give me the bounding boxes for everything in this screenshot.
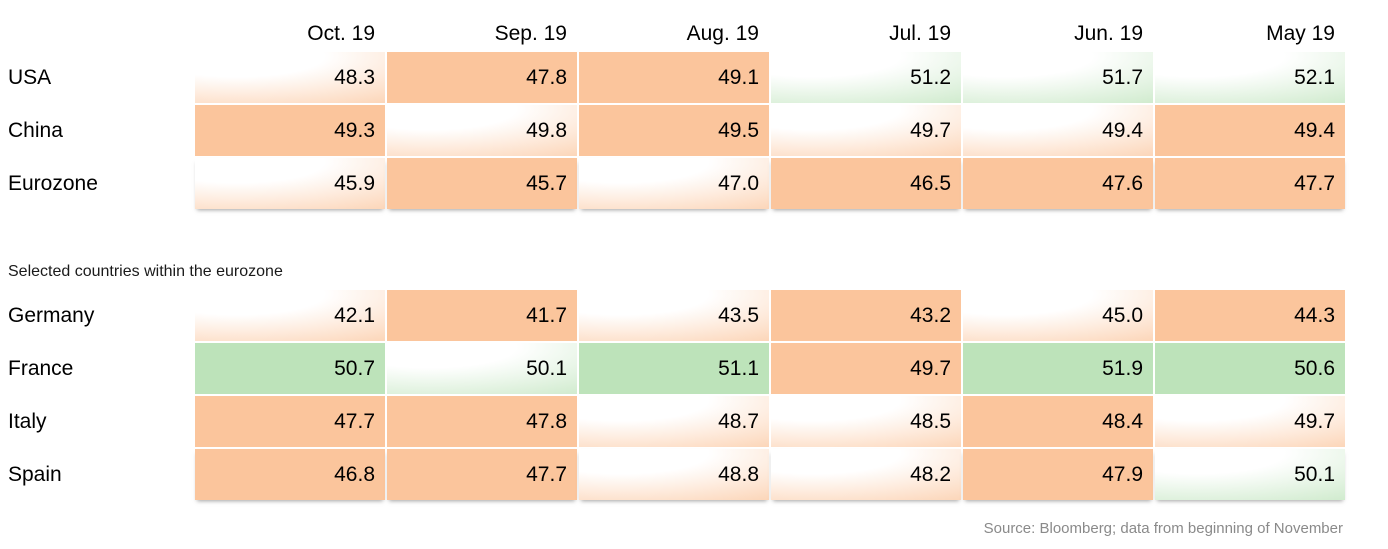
row-label: Germany	[8, 303, 95, 327]
row-label: Spain	[8, 462, 62, 486]
value-cell: 48.4	[963, 396, 1153, 447]
pmi-table-eurozone-countries: Germany 42.1 41.7 43.5 43.2 45.0 44.3 France 50.…	[0, 290, 1388, 500]
column-header-month: Oct. 19	[307, 22, 375, 45]
value-cell: 44.3	[1155, 290, 1345, 341]
value-cell: 46.8	[195, 449, 385, 500]
value-cell: 50.6	[1155, 343, 1345, 394]
value-cell: 51.1	[579, 343, 769, 394]
value-cell: 50.1	[1155, 449, 1345, 500]
value-cell: 47.8	[387, 396, 577, 447]
column-header-month: May 19	[1266, 22, 1335, 45]
value-cell: 48.7	[579, 396, 769, 447]
value-cell: 48.3	[195, 52, 385, 103]
value-cell: 47.0	[579, 158, 769, 209]
value-cell: 49.4	[1155, 105, 1345, 156]
value-cell: 42.1	[195, 290, 385, 341]
value-cell: 43.5	[579, 290, 769, 341]
value-cell: 50.1	[387, 343, 577, 394]
section-title: Selected countries within the eurozone	[8, 263, 283, 280]
value-cell: 47.7	[1155, 158, 1345, 209]
value-cell: 49.7	[771, 343, 961, 394]
value-cell: 52.1	[1155, 52, 1345, 103]
value-cell: 47.8	[387, 52, 577, 103]
column-header-spacer	[0, 10, 193, 50]
value-cell: 41.7	[387, 290, 577, 341]
value-cell: 49.8	[387, 105, 577, 156]
value-cell: 49.4	[963, 105, 1153, 156]
value-cell: 46.5	[771, 158, 961, 209]
value-cell: 43.2	[771, 290, 961, 341]
value-cell: 49.7	[1155, 396, 1345, 447]
value-cell: 47.7	[387, 449, 577, 500]
value-cell: 49.5	[579, 105, 769, 156]
value-cell: 50.7	[195, 343, 385, 394]
column-header-month: Jul. 19	[889, 22, 951, 45]
column-header-month: Jun. 19	[1074, 22, 1143, 45]
value-cell: 47.6	[963, 158, 1153, 209]
value-cell: 47.7	[195, 396, 385, 447]
row-label: USA	[8, 65, 52, 89]
value-cell: 48.8	[579, 449, 769, 500]
value-cell: 47.9	[963, 449, 1153, 500]
row-label: Italy	[8, 409, 47, 433]
pmi-table-world: Oct. 19 Sep. 19 Aug. 19 Jul. 19 Jun. 19 May 1…	[0, 10, 1388, 209]
row-label: Eurozone	[8, 171, 98, 195]
value-cell: 45.9	[195, 158, 385, 209]
value-cell: 45.0	[963, 290, 1153, 341]
value-cell: 49.1	[579, 52, 769, 103]
value-cell: 51.9	[963, 343, 1153, 394]
value-cell: 51.2	[771, 52, 961, 103]
value-cell: 45.7	[387, 158, 577, 209]
row-label: France	[8, 356, 74, 380]
source-note: Source: Bloomberg; data from beginning o…	[983, 520, 1343, 537]
value-cell: 51.7	[963, 52, 1153, 103]
value-cell: 48.2	[771, 449, 961, 500]
value-cell: 48.5	[771, 396, 961, 447]
value-cell: 49.3	[195, 105, 385, 156]
value-cell: 49.7	[771, 105, 961, 156]
column-header-month: Sep. 19	[494, 22, 567, 45]
column-header-month: Aug. 19	[686, 22, 759, 45]
row-label: China	[8, 118, 63, 142]
